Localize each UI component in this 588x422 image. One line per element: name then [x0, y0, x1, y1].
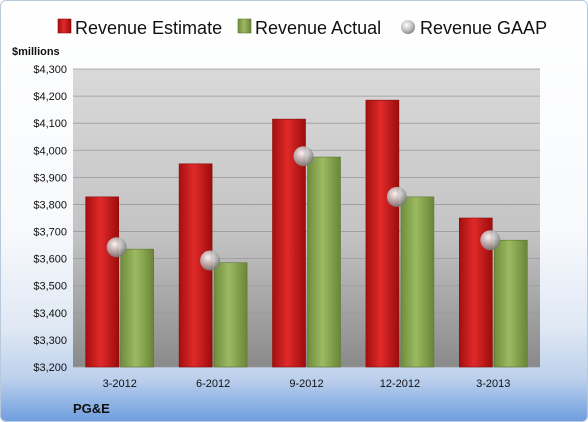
bar-actual: [400, 196, 435, 368]
y-tick-label: $3,200: [33, 362, 67, 374]
y-tick-label: $4,100: [33, 118, 67, 130]
x-tick-label: 3-2013: [476, 378, 510, 390]
x-tick-label: 12-2012: [380, 378, 420, 390]
gaap-marker: [480, 230, 501, 251]
gaap-marker: [106, 237, 127, 258]
gaap-marker: [293, 146, 314, 167]
legend-label-gaap: Revenue GAAP: [420, 18, 547, 38]
company-label: PG&E: [73, 401, 110, 416]
bar-actual: [213, 262, 248, 368]
y-tick-label: $3,400: [33, 308, 67, 320]
gaap-markers: [106, 146, 501, 271]
bar-actual: [493, 239, 528, 368]
y-axis-unit-label: $millions: [12, 46, 60, 58]
y-tick-label: $4,200: [33, 91, 67, 103]
y-tick-label: $3,900: [33, 172, 67, 184]
x-axis-ticks: 3-2012 6-2012 9-2012 12-2012 3-2013: [103, 378, 511, 390]
y-tick-label: $4,000: [33, 145, 67, 157]
x-tick-label: 6-2012: [196, 378, 230, 390]
legend-label-estimate: Revenue Estimate: [75, 18, 222, 38]
legend-label-actual: Revenue Actual: [255, 18, 381, 38]
gaap-marker: [386, 186, 407, 207]
y-tick-label: $4,300: [33, 64, 67, 76]
bar-actual: [120, 248, 154, 368]
legend: Revenue Estimate Revenue Actual Revenue …: [57, 18, 547, 38]
bar-estimate: [365, 99, 400, 368]
gaap-marker: [200, 250, 221, 271]
bar-actual: [307, 156, 341, 368]
y-tick-label: $3,700: [33, 227, 67, 239]
legend-swatch-actual: [237, 18, 252, 34]
y-axis-ticks: $3,200 $3,300 $3,400 $3,500 $3,600 $3,700 $3,8…: [33, 64, 67, 374]
y-tick-label: $3,300: [33, 335, 67, 347]
y-tick-label: $3,500: [33, 281, 67, 293]
bar-estimate: [85, 196, 119, 368]
x-tick-label: 9-2012: [289, 378, 323, 390]
x-tick-label: 3-2012: [103, 378, 137, 390]
y-tick-label: $3,600: [33, 254, 67, 266]
legend-marker-gaap: [401, 20, 415, 34]
y-tick-label: $3,800: [33, 199, 67, 211]
legend-swatch-estimate: [57, 18, 72, 34]
